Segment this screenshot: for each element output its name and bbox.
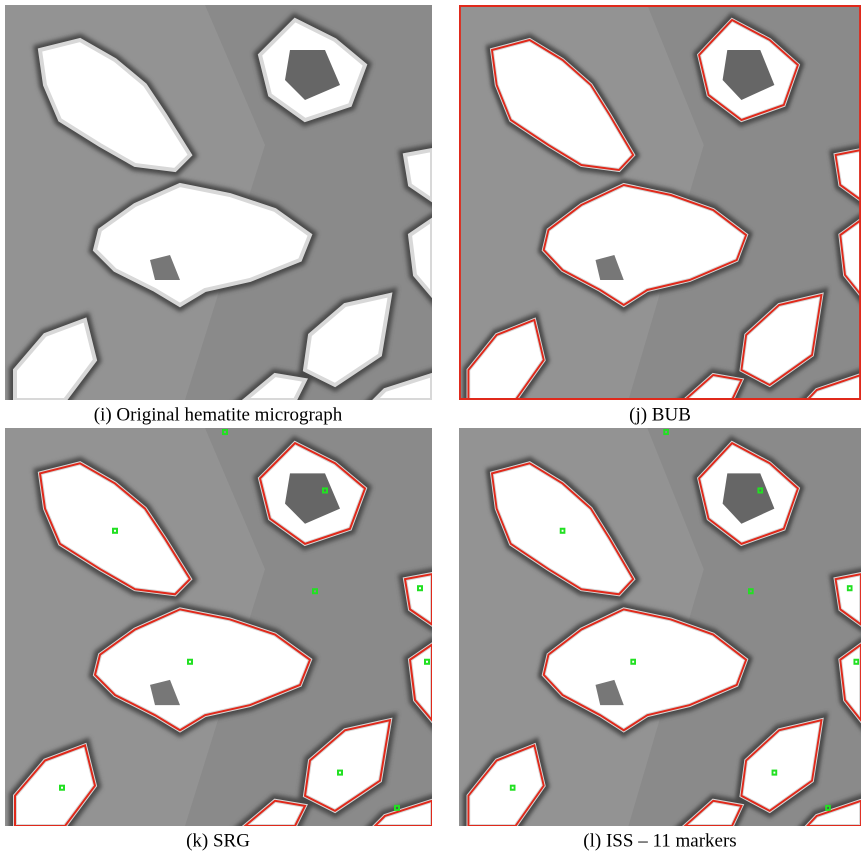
caption: (k) SRG [186, 830, 250, 851]
micrograph-bub [459, 5, 861, 400]
caption: (l) ISS – 11 markers [583, 830, 736, 851]
micrograph-srg [5, 428, 432, 826]
figure: (i) Original hematite micrograph (j) BUB… [0, 0, 861, 855]
micrograph-original [5, 5, 432, 400]
caption: (j) BUB [629, 404, 691, 425]
micrograph-iss [459, 428, 861, 826]
caption: (i) Original hematite micrograph [94, 404, 343, 425]
